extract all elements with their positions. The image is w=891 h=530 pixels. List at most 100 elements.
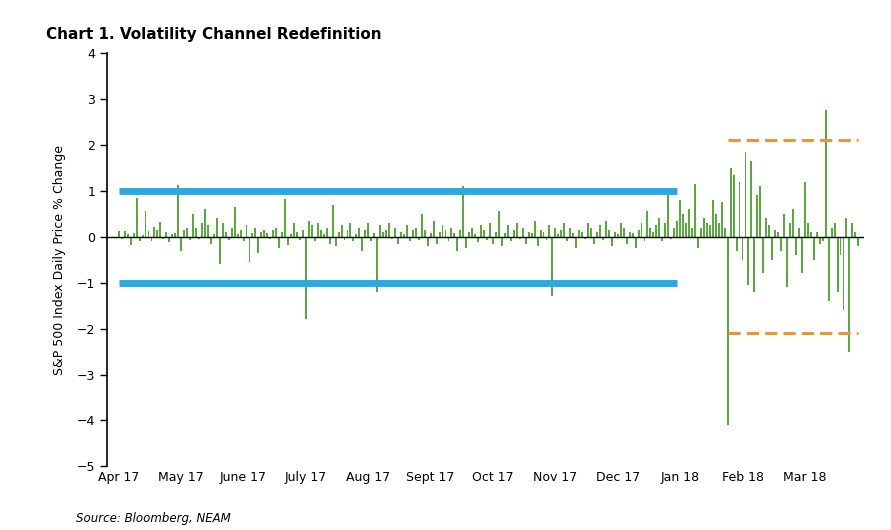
Bar <box>412 230 413 237</box>
Bar <box>246 225 248 237</box>
Bar <box>445 230 446 237</box>
Bar <box>329 237 331 244</box>
Bar <box>447 237 449 241</box>
Bar <box>151 237 152 241</box>
Bar <box>661 237 663 241</box>
Bar <box>652 232 654 237</box>
Bar <box>367 223 369 237</box>
Bar <box>266 233 268 237</box>
Bar <box>171 234 173 237</box>
Bar <box>168 237 170 242</box>
Bar <box>388 223 390 237</box>
Bar <box>338 232 339 237</box>
Bar <box>560 230 562 237</box>
Bar <box>527 232 529 237</box>
Bar <box>679 200 681 237</box>
Bar <box>257 237 259 253</box>
Bar <box>296 232 298 237</box>
Bar <box>127 234 128 237</box>
Bar <box>474 234 476 237</box>
Bar <box>380 225 381 237</box>
Bar <box>186 227 188 237</box>
Bar <box>516 223 518 237</box>
Bar <box>305 237 307 320</box>
Bar <box>177 185 179 237</box>
Bar <box>299 237 301 241</box>
Bar <box>308 220 310 237</box>
Bar <box>569 227 571 237</box>
Bar <box>340 225 342 237</box>
Bar <box>442 225 444 237</box>
Bar <box>563 223 565 237</box>
Bar <box>558 234 560 237</box>
Bar <box>335 237 337 246</box>
Bar <box>233 207 235 237</box>
Bar <box>159 222 161 237</box>
Bar <box>816 232 818 237</box>
Bar <box>418 237 420 241</box>
Bar <box>153 227 155 237</box>
Bar <box>830 227 832 237</box>
Bar <box>162 237 164 238</box>
Bar <box>593 237 595 244</box>
Bar <box>507 225 509 237</box>
Bar <box>665 223 666 237</box>
Bar <box>465 237 467 248</box>
Bar <box>732 175 734 237</box>
Bar <box>715 214 716 237</box>
Bar <box>656 225 658 237</box>
Bar <box>504 233 506 237</box>
Bar <box>317 223 319 237</box>
Bar <box>786 237 788 287</box>
Bar <box>525 237 527 244</box>
Bar <box>676 220 678 237</box>
Bar <box>495 232 497 237</box>
Bar <box>403 234 405 237</box>
Bar <box>175 233 176 237</box>
Bar <box>373 233 375 237</box>
Bar <box>534 220 535 237</box>
Bar <box>854 232 856 237</box>
Bar <box>249 237 250 262</box>
Bar <box>670 237 672 239</box>
Bar <box>513 230 515 237</box>
Bar <box>264 230 266 237</box>
Bar <box>323 234 324 237</box>
Bar <box>519 237 520 239</box>
Bar <box>144 210 146 237</box>
Bar <box>331 205 333 237</box>
Bar <box>394 227 396 237</box>
Bar <box>421 214 422 237</box>
Bar <box>531 233 533 237</box>
Bar <box>756 196 758 237</box>
Bar <box>251 233 253 237</box>
Bar <box>471 227 473 237</box>
Bar <box>683 214 684 237</box>
Bar <box>198 237 200 239</box>
Bar <box>736 237 738 251</box>
Bar <box>424 230 426 237</box>
Bar <box>629 232 631 237</box>
Bar <box>688 209 690 237</box>
Bar <box>798 227 800 237</box>
Bar <box>789 223 791 237</box>
Bar <box>807 223 809 237</box>
Bar <box>180 237 182 251</box>
Bar <box>813 237 814 260</box>
Text: Chart 1. Volatility Channel Redefinition: Chart 1. Volatility Channel Redefinition <box>46 27 382 42</box>
Bar <box>451 227 453 237</box>
Bar <box>429 233 431 237</box>
Bar <box>801 237 803 273</box>
Bar <box>376 237 378 292</box>
Bar <box>552 237 553 296</box>
Bar <box>486 237 488 241</box>
Bar <box>643 237 645 241</box>
Bar <box>130 237 132 244</box>
Bar <box>371 237 372 241</box>
Bar <box>433 220 435 237</box>
Bar <box>195 228 197 237</box>
Bar <box>754 237 756 292</box>
Bar <box>358 227 360 237</box>
Bar <box>456 237 458 251</box>
Bar <box>804 182 805 237</box>
